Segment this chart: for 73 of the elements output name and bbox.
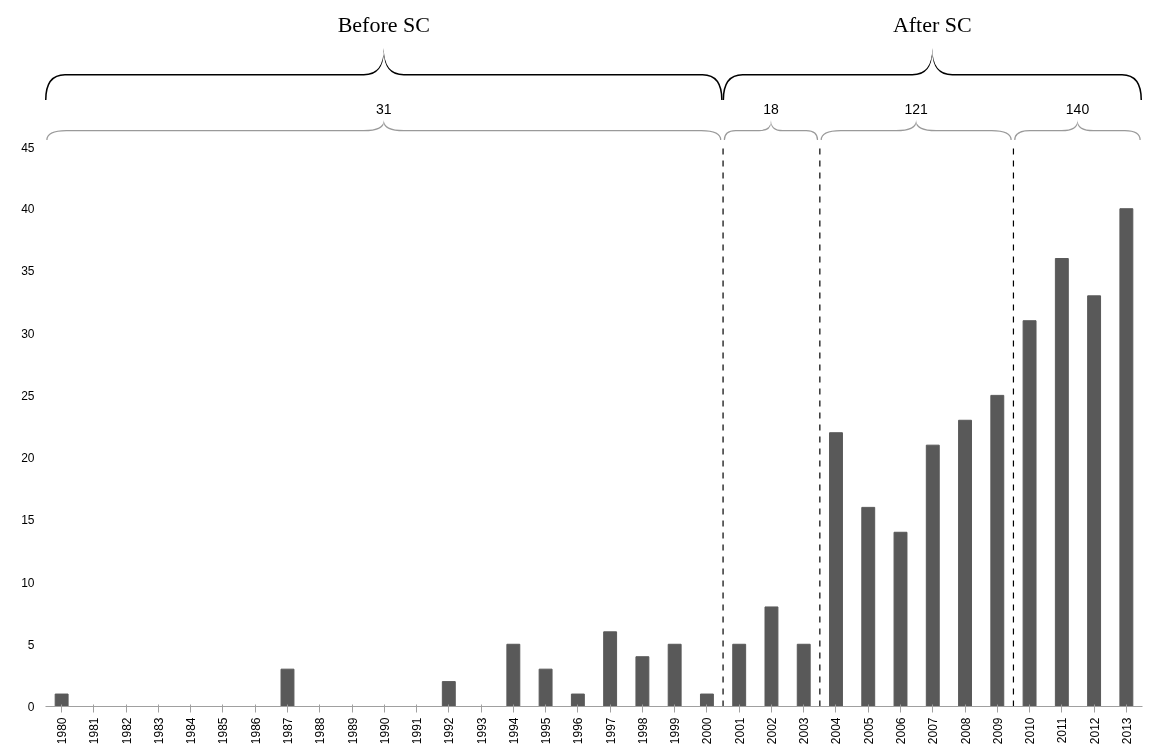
x-tick-label: 2005 bbox=[861, 717, 876, 745]
x-tick-label: 1996 bbox=[571, 717, 586, 745]
x-tick-label: 1987 bbox=[280, 717, 295, 745]
y-tick-label: 20 bbox=[21, 451, 35, 466]
x-tick-label: 2010 bbox=[1023, 717, 1038, 745]
x-tick-label: 1981 bbox=[87, 717, 102, 745]
bar bbox=[635, 656, 650, 707]
bar bbox=[603, 631, 618, 707]
x-tick-label: 1983 bbox=[151, 717, 166, 745]
text: 140 bbox=[1065, 101, 1090, 117]
x-tick-label: 1988 bbox=[313, 717, 328, 745]
text: Before SC bbox=[337, 12, 430, 37]
x-tick-label: 2007 bbox=[926, 717, 941, 745]
text: 18 bbox=[763, 101, 779, 117]
bar bbox=[54, 693, 69, 707]
x-tick-label: 2013 bbox=[1119, 717, 1134, 745]
x-tick-label: 2002 bbox=[764, 717, 779, 745]
x-tick-label: 2009 bbox=[990, 717, 1005, 745]
x-tick-label: 1982 bbox=[119, 717, 134, 745]
bar bbox=[925, 444, 940, 707]
bar bbox=[1119, 208, 1134, 707]
bar bbox=[796, 643, 811, 707]
text: After SC bbox=[892, 12, 972, 37]
x-tick-label: 2004 bbox=[829, 717, 844, 745]
x-tick-label: 2000 bbox=[700, 717, 715, 745]
bar bbox=[280, 668, 295, 707]
bar bbox=[893, 531, 908, 707]
x-tick-label: 1993 bbox=[474, 717, 489, 745]
bar bbox=[829, 432, 843, 707]
bar bbox=[699, 693, 714, 707]
x-tick-label: 1992 bbox=[442, 717, 457, 745]
x-tick-label: 1997 bbox=[603, 717, 618, 745]
x-tick-label: 1991 bbox=[410, 717, 425, 745]
y-tick-label: 45 bbox=[21, 140, 35, 155]
bar bbox=[441, 681, 456, 707]
x-tick-label: 2003 bbox=[797, 717, 812, 745]
y-tick-label: 40 bbox=[21, 202, 35, 217]
x-tick-label: 2008 bbox=[958, 717, 973, 745]
bar bbox=[506, 643, 521, 707]
x-tick-label: 1990 bbox=[377, 717, 392, 745]
bar bbox=[1022, 320, 1037, 707]
x-tick-label: 1998 bbox=[635, 717, 650, 745]
x-tick-label: 1984 bbox=[184, 717, 199, 745]
y-tick-label: 5 bbox=[27, 637, 35, 652]
y-tick-label: 30 bbox=[21, 326, 35, 341]
text: 31 bbox=[376, 101, 392, 117]
x-tick-label: 2011 bbox=[1055, 717, 1070, 744]
x-tick-label: 1999 bbox=[668, 717, 683, 745]
x-tick-label: 1989 bbox=[345, 717, 360, 745]
x-tick-label: 1994 bbox=[506, 717, 521, 745]
y-tick-label: 35 bbox=[21, 264, 35, 279]
text: 121 bbox=[904, 101, 928, 117]
x-tick-label: 1980 bbox=[55, 717, 70, 745]
bar bbox=[667, 643, 682, 707]
x-tick-label: 1986 bbox=[248, 717, 263, 745]
bar bbox=[570, 693, 585, 707]
bar bbox=[732, 643, 747, 707]
bar bbox=[764, 606, 779, 707]
bar bbox=[538, 668, 553, 707]
x-tick-label: 2001 bbox=[732, 717, 747, 745]
bar bbox=[861, 506, 876, 707]
bar bbox=[1054, 258, 1069, 707]
x-tick-label: 2006 bbox=[894, 717, 909, 745]
bar bbox=[958, 419, 972, 707]
x-tick-label: 1995 bbox=[539, 717, 554, 745]
x-tick-label: 2012 bbox=[1087, 717, 1102, 745]
x-tick-label: 1985 bbox=[216, 717, 231, 745]
y-tick-label: 25 bbox=[21, 388, 35, 403]
bar bbox=[990, 394, 1005, 707]
y-tick-label: 0 bbox=[27, 700, 35, 714]
y-tick-label: 10 bbox=[21, 575, 35, 590]
y-tick-label: 15 bbox=[21, 513, 35, 528]
bar bbox=[1087, 295, 1102, 707]
